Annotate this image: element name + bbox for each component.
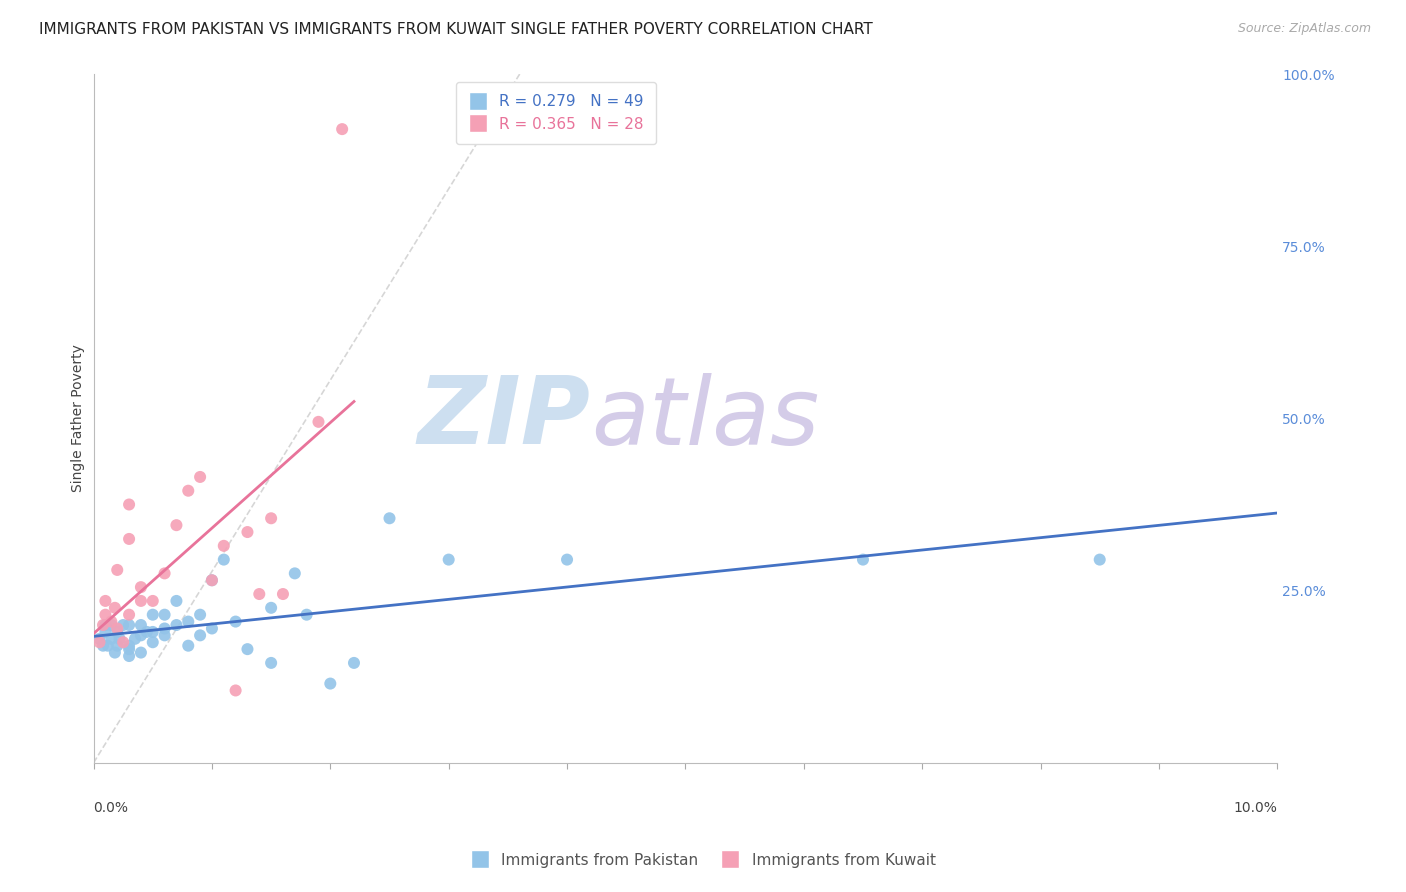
Point (201, 574, 224, 588)
Point (165, 618, 187, 632)
Point (177, 615, 200, 629)
Point (112, 635, 135, 649)
Point (142, 607, 165, 622)
Point (295, 607, 318, 622)
Point (129, 628, 152, 642)
Point (260, 511, 283, 525)
Point (555, 552, 578, 566)
Point (104, 600, 127, 615)
Point (124, 632, 146, 646)
Point (118, 498, 141, 512)
Point (212, 539, 235, 553)
Point (284, 566, 307, 581)
Point (260, 656, 283, 670)
Point (236, 642, 259, 657)
Point (94, 624, 117, 639)
Point (118, 607, 141, 622)
Point (1088, 552, 1111, 566)
Point (129, 618, 152, 632)
Point (188, 607, 211, 622)
Text: atlas: atlas (591, 373, 818, 464)
Point (142, 594, 165, 608)
Point (153, 607, 176, 622)
Point (105, 622, 128, 636)
Point (100, 632, 122, 646)
Text: ZIP: ZIP (418, 372, 591, 465)
Point (105, 563, 128, 577)
Point (437, 552, 460, 566)
Legend: R = 0.279   N = 49, R = 0.365   N = 28: R = 0.279 N = 49, R = 0.365 N = 28 (457, 82, 655, 144)
Point (271, 587, 294, 601)
Point (94, 607, 117, 622)
Point (135, 624, 157, 639)
Point (89, 635, 111, 649)
Point (308, 415, 330, 429)
Point (118, 639, 141, 653)
Point (129, 594, 152, 608)
Point (165, 518, 187, 533)
Point (177, 483, 200, 498)
Point (112, 618, 135, 632)
Point (330, 122, 353, 136)
Point (100, 618, 122, 632)
Point (378, 511, 401, 525)
Point (142, 635, 165, 649)
Point (91, 618, 114, 632)
Point (108, 632, 131, 646)
Point (118, 648, 141, 663)
Point (153, 622, 176, 636)
Point (142, 624, 165, 639)
Point (104, 646, 127, 660)
Point (201, 622, 224, 636)
Point (153, 566, 176, 581)
Point (105, 624, 128, 639)
Text: 0.0%: 0.0% (94, 801, 128, 814)
Point (343, 656, 366, 670)
Point (153, 628, 176, 642)
Point (118, 642, 141, 657)
Point (247, 587, 270, 601)
Point (97, 639, 120, 653)
Text: Source: ZipAtlas.com: Source: ZipAtlas.com (1237, 22, 1371, 36)
Point (105, 639, 128, 653)
Point (89, 632, 111, 646)
Point (118, 618, 141, 632)
Point (319, 676, 342, 690)
Point (94, 618, 117, 632)
Point (188, 470, 211, 484)
Text: 10.0%: 10.0% (1233, 801, 1277, 814)
Text: IMMIGRANTS FROM PAKISTAN VS IMMIGRANTS FROM KUWAIT SINGLE FATHER POVERTY CORRELA: IMMIGRANTS FROM PAKISTAN VS IMMIGRANTS F… (39, 22, 873, 37)
Point (225, 683, 247, 698)
Point (94, 594, 117, 608)
Point (201, 574, 224, 588)
Point (118, 532, 141, 546)
Point (852, 552, 875, 566)
Legend: Immigrants from Pakistan, Immigrants from Kuwait: Immigrants from Pakistan, Immigrants fro… (463, 845, 943, 875)
Point (100, 615, 122, 629)
Point (91, 639, 114, 653)
Point (212, 552, 235, 566)
Point (188, 628, 211, 642)
Point (165, 594, 187, 608)
Point (236, 524, 259, 539)
Point (129, 580, 152, 594)
Point (225, 615, 247, 629)
Point (177, 639, 200, 653)
Y-axis label: Single Father Poverty: Single Father Poverty (72, 344, 86, 492)
Point (129, 646, 152, 660)
Point (260, 600, 283, 615)
